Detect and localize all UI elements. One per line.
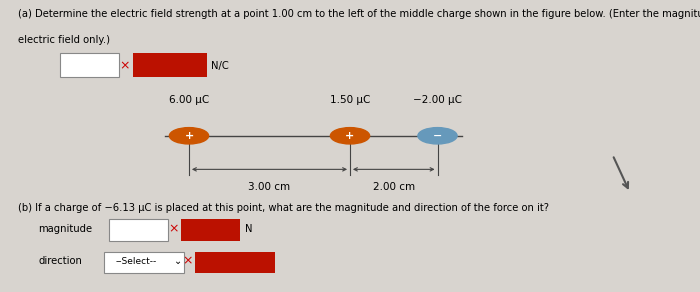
Text: direction: direction bbox=[38, 256, 83, 266]
FancyBboxPatch shape bbox=[181, 219, 240, 241]
Text: 6.00 μC: 6.00 μC bbox=[169, 95, 209, 105]
Text: 2.00 cm: 2.00 cm bbox=[372, 182, 415, 192]
Text: --Select--: --Select-- bbox=[116, 257, 157, 266]
Text: ×: × bbox=[119, 59, 130, 72]
Circle shape bbox=[330, 128, 370, 144]
FancyBboxPatch shape bbox=[108, 219, 168, 241]
FancyBboxPatch shape bbox=[60, 53, 119, 77]
Text: +: + bbox=[345, 131, 355, 141]
Text: magnitude: magnitude bbox=[38, 224, 92, 234]
Text: 3.00 cm: 3.00 cm bbox=[248, 182, 290, 192]
Text: ×: × bbox=[168, 223, 179, 236]
Text: N/C: N/C bbox=[211, 61, 229, 71]
Text: −: − bbox=[433, 131, 442, 141]
Text: (b) If a charge of −6.13 μC is placed at this point, what are the magnitude and : (b) If a charge of −6.13 μC is placed at… bbox=[18, 203, 549, 213]
Text: −2.00 μC: −2.00 μC bbox=[413, 95, 462, 105]
Text: ⌄: ⌄ bbox=[174, 256, 182, 266]
FancyBboxPatch shape bbox=[104, 252, 184, 273]
Text: +: + bbox=[184, 131, 194, 141]
Text: N: N bbox=[245, 224, 253, 234]
Circle shape bbox=[418, 128, 457, 144]
Text: electric field only.): electric field only.) bbox=[18, 35, 109, 45]
Circle shape bbox=[169, 128, 209, 144]
Text: ×: × bbox=[182, 255, 193, 268]
FancyBboxPatch shape bbox=[133, 53, 206, 77]
FancyBboxPatch shape bbox=[195, 252, 275, 273]
Text: 1.50 μC: 1.50 μC bbox=[330, 95, 370, 105]
Text: (a) Determine the electric field strength at a point 1.00 cm to the left of the : (a) Determine the electric field strengt… bbox=[18, 9, 700, 19]
